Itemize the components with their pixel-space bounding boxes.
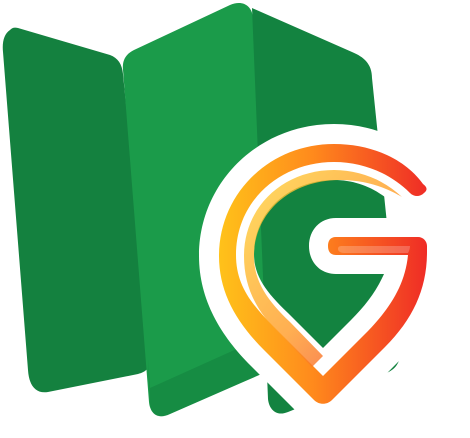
pin-outline (199, 124, 447, 429)
pin-body (219, 144, 427, 404)
g-location-pin-icon (199, 124, 447, 429)
map-left-panel (2, 27, 152, 393)
pin-bar-highlight (338, 246, 410, 253)
pin-inner-highlight (244, 170, 402, 367)
